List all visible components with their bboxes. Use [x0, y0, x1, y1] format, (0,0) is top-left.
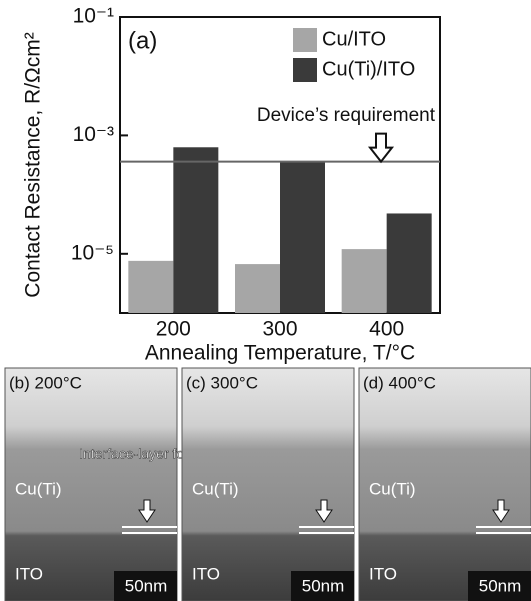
x-tick-label: 200	[156, 318, 191, 341]
bar	[280, 162, 325, 313]
threshold-arrow	[370, 134, 392, 162]
bar	[173, 147, 218, 313]
bar	[128, 261, 173, 313]
legend-label: Cu(Ti)/ITO	[322, 58, 415, 80]
threshold-label: Device’s requirement	[257, 105, 436, 126]
legend-swatch	[293, 58, 317, 82]
bar	[342, 249, 387, 313]
panel-title: (c) 300°C	[186, 373, 258, 392]
y-axis-label: Contact Resistance, R/Ωcm²	[22, 32, 45, 297]
layer-label: ITO	[369, 564, 397, 583]
y-tick-label: 10⁻¹	[73, 5, 114, 28]
legend-label: Cu/ITO	[322, 28, 386, 50]
panel-title: (d) 400°C	[363, 373, 436, 392]
x-tick-label: 400	[369, 318, 404, 341]
layer-label: ITO	[15, 564, 43, 583]
x-axis-label: Annealing Temperature, T/°C	[145, 342, 415, 365]
legend-swatch	[293, 28, 317, 52]
panel-title: (b) 200°C	[9, 373, 82, 392]
scale-label: 50nm	[479, 576, 522, 595]
bar	[235, 264, 280, 313]
y-tick-label: 10⁻³	[73, 123, 114, 146]
scale-label: 50nm	[302, 576, 345, 595]
bar	[387, 213, 432, 313]
figure: 10⁻¹ 10⁻³ 10⁻⁵ Contact Resistance, R/Ωcm² An…	[0, 0, 531, 601]
y-tick-label: 10⁻⁵	[71, 241, 114, 264]
scale-label: 50nm	[125, 576, 168, 595]
layer-label: Cu(Ti)	[369, 479, 416, 498]
panel-label: (a)	[128, 27, 157, 54]
layer-label: ITO	[192, 564, 220, 583]
layer-label: Cu(Ti)	[15, 479, 62, 498]
layer-label: Cu(Ti)	[192, 479, 239, 498]
x-tick-label: 300	[262, 318, 297, 341]
